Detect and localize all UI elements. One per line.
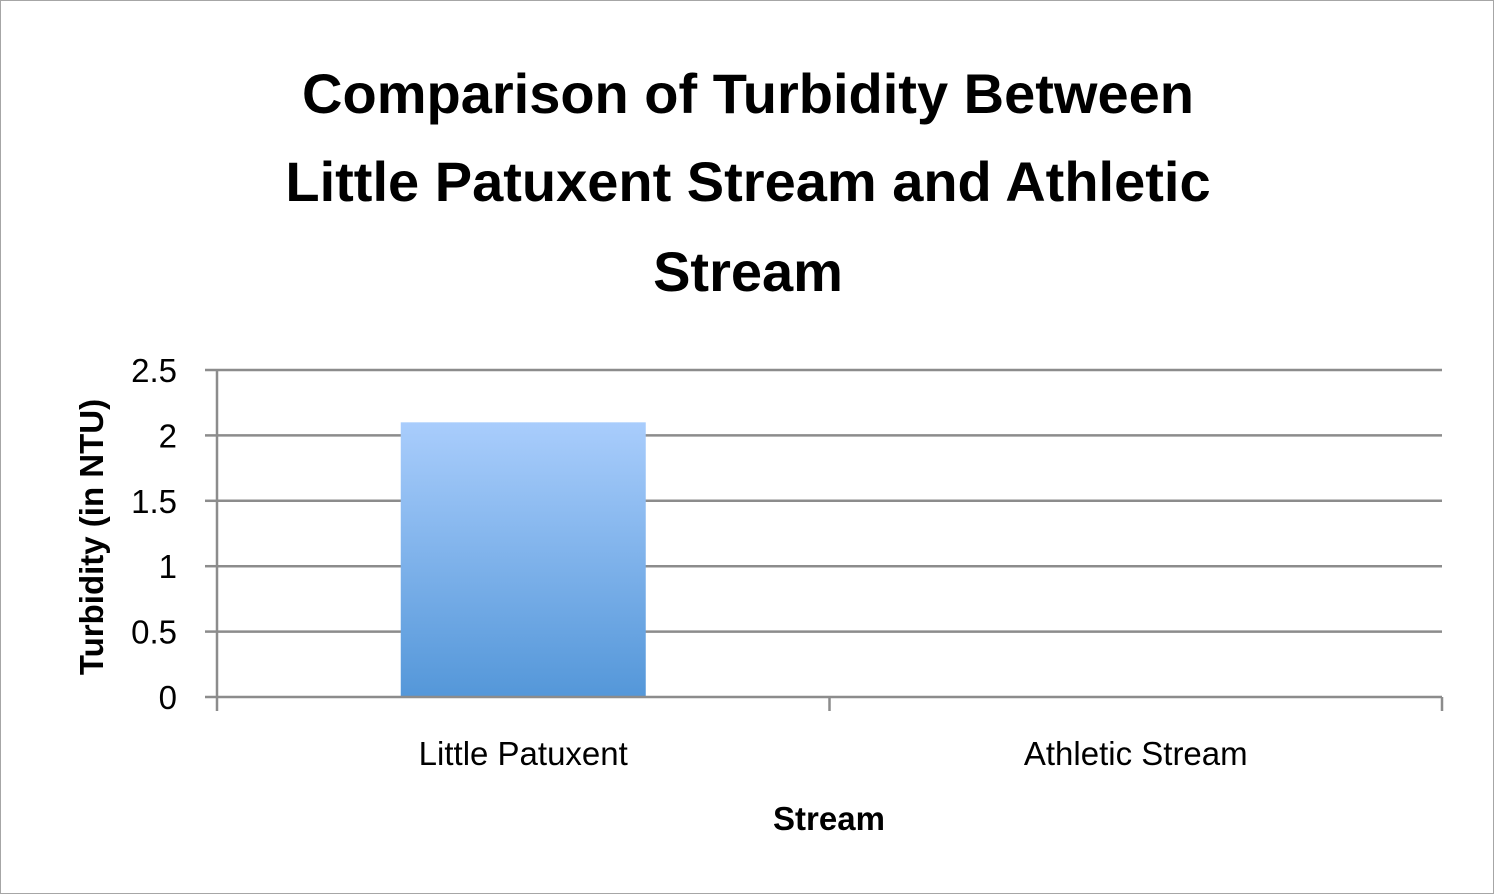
y-tick-labels: 0 0.5 1 1.5 2 2.5 (131, 352, 177, 716)
y-tick-label: 2.5 (131, 352, 177, 389)
x-axis-title: Stream (773, 800, 885, 837)
y-tick-label: 0 (159, 679, 177, 716)
y-tick-label: 1 (159, 548, 177, 585)
chart-title-line-2: Little Patuxent Stream and Athletic (285, 150, 1210, 213)
x-tick-label: Athletic Stream (1024, 735, 1248, 772)
chart-title-line-1: Comparison of Turbidity Between (302, 62, 1194, 125)
chart-title-line-3: Stream (653, 240, 843, 303)
bar-little-patuxent (400, 422, 646, 697)
chart-title: Comparison of Turbidity Between Little P… (285, 62, 1210, 303)
y-axis-title: Turbidity (in NTU) (73, 399, 110, 675)
x-tick-labels: Little Patuxent Athletic Stream (419, 735, 1248, 772)
bars (400, 422, 646, 697)
y-tick-label: 1.5 (131, 483, 177, 520)
x-tick-label: Little Patuxent (419, 735, 628, 772)
y-tick-label: 2 (159, 417, 177, 454)
y-tick-label: 0.5 (131, 614, 177, 651)
axes (205, 368, 1444, 711)
